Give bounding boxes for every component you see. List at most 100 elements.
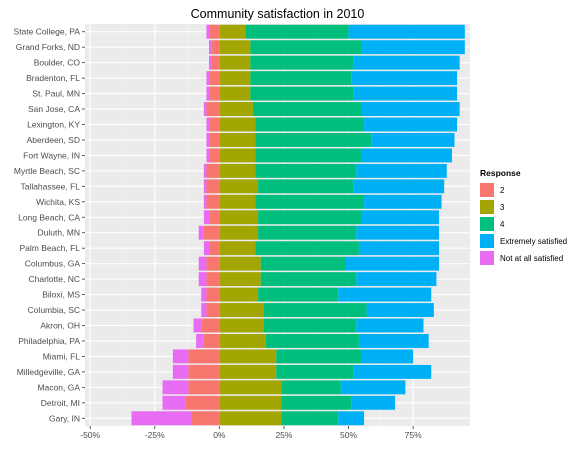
bar-not-at-all-satisfied-gary-in (131, 411, 191, 426)
bar-extremely-satisfied-grand-forks-nd (361, 40, 465, 55)
bar-not-at-all-satisfied-milledgeville-ga (172, 364, 189, 379)
bar-4-state-college-pa (245, 24, 349, 39)
y-tick-label: Wichita, KS (36, 197, 80, 207)
y-tick-label: Fort Wayne, IN (23, 150, 80, 160)
bar-not-at-all-satisfied-wichita-ks (203, 194, 207, 209)
bar-2-lexington-ky (209, 117, 220, 132)
legend-swatch-extremely-satisfied (480, 234, 494, 248)
bar-2-san-jose-ca (206, 102, 220, 116)
bar-2-akron-oh (201, 318, 220, 333)
bar-not-at-all-satisfied-aberdeen-sd (206, 133, 210, 147)
legend-label-3: 3 (500, 203, 505, 212)
bar-3-fort-wayne-in (219, 148, 256, 163)
bar-3-biloxi-ms (219, 287, 259, 302)
bar-3-st-paul-mn (219, 86, 251, 101)
y-tick-label: Macon, GA (37, 382, 80, 392)
bar-4-bradenton-fl (250, 71, 352, 86)
bar-2-aberdeen-sd (209, 133, 220, 147)
y-tick-label: Philadelphia, PA (18, 336, 80, 346)
bar-3-boulder-co (219, 55, 251, 70)
bar-2-state-college-pa (209, 24, 220, 39)
x-tick-label: 75% (405, 430, 422, 440)
bar-4-philadelphia-pa (265, 334, 359, 348)
y-tick-label: Detroit, MI (41, 398, 80, 408)
bar-not-at-all-satisfied-san-jose-ca (203, 102, 207, 116)
bar-not-at-all-satisfied-state-college-pa (206, 24, 210, 39)
y-tick-label: St. Paul, MN (32, 89, 80, 99)
bar-not-at-all-satisfied-boulder-co (209, 55, 212, 70)
x-tick-label: -25% (145, 430, 165, 440)
y-tick-label: Akron, OH (40, 321, 80, 331)
y-tick-label: State College, PA (14, 27, 81, 37)
y-tick-label: Lexington, KY (27, 120, 80, 130)
y-tick-label: Columbia, SC (28, 305, 80, 315)
bar-not-at-all-satisfied-tallahassee-fl (203, 179, 207, 194)
y-tick-label: Bradenton, FL (26, 73, 80, 83)
bar-4-long-beach-ca (258, 210, 362, 225)
bar-extremely-satisfied-fort-wayne-in (361, 148, 452, 163)
bar-3-milledgeville-ga (219, 364, 277, 379)
chart-title: Community satisfaction in 2010 (191, 7, 365, 21)
bar-2-boulder-co (211, 55, 220, 70)
bar-not-at-all-satisfied-biloxi-ms (201, 287, 207, 302)
bar-4-boulder-co (250, 55, 354, 70)
bar-extremely-satisfied-long-beach-ca (361, 210, 439, 225)
legend-title: Response (480, 168, 521, 178)
bar-4-san-jose-ca (252, 102, 362, 116)
bar-extremely-satisfied-akron-oh (356, 318, 424, 333)
bar-extremely-satisfied-biloxi-ms (338, 287, 432, 302)
bar-not-at-all-satisfied-fort-wayne-in (206, 148, 210, 163)
legend-swatch-not-at-all-satisfied (480, 251, 494, 265)
bar-extremely-satisfied-philadelphia-pa (358, 334, 429, 348)
bar-2-milledgeville-ga (188, 364, 220, 379)
bar-4-grand-forks-nd (250, 40, 362, 55)
legend-swatch-4 (480, 217, 494, 231)
legend-label-extremely-satisfied: Extremely satisfied (500, 237, 567, 246)
y-tick-label: Charlotte, NC (29, 274, 81, 284)
bar-4-miami-fl (276, 349, 362, 364)
bar-extremely-satisfied-charlotte-nc (356, 272, 437, 287)
bar-2-palm-beach-fl (209, 241, 220, 256)
bar-4-akron-oh (263, 318, 357, 333)
bar-4-macon-ga (281, 380, 341, 395)
legend-swatch-3 (480, 200, 494, 214)
bar-3-long-beach-ca (219, 210, 259, 225)
bar-extremely-satisfied-columbia-sc (366, 303, 434, 317)
bar-3-duluth-mn (219, 225, 259, 240)
bar-2-columbia-sc (206, 303, 220, 317)
bar-3-columbus-ga (219, 256, 261, 271)
bar-extremely-satisfied-miami-fl (361, 349, 414, 364)
bar-not-at-all-satisfied-detroit-mi (162, 395, 186, 410)
y-tick-label: Duluth, MN (37, 228, 80, 238)
bar-4-palm-beach-fl (255, 241, 359, 256)
bar-not-at-all-satisfied-lexington-ky (206, 117, 210, 132)
bar-2-philadelphia-pa (203, 334, 220, 348)
bar-extremely-satisfied-bradenton-fl (351, 71, 458, 86)
y-tick-label: Tallahassee, FL (20, 181, 80, 191)
x-tick-label: 50% (340, 430, 357, 440)
bar-not-at-all-satisfied-columbia-sc (201, 303, 207, 317)
bar-4-milledgeville-ga (276, 364, 354, 379)
bar-4-lexington-ky (255, 117, 365, 132)
bar-2-gary-in (190, 411, 220, 426)
bar-3-grand-forks-nd (219, 40, 251, 55)
bar-4-charlotte-nc (260, 272, 357, 287)
bar-2-grand-forks-nd (211, 40, 220, 55)
bar-2-miami-fl (188, 349, 220, 364)
bar-extremely-satisfied-lexington-ky (364, 117, 458, 132)
bar-4-myrtle-beach-sc (255, 163, 357, 178)
bar-extremely-satisfied-duluth-mn (356, 225, 439, 240)
bar-extremely-satisfied-macon-ga (340, 380, 406, 395)
bar-3-columbia-sc (219, 303, 264, 317)
bar-2-biloxi-ms (206, 287, 220, 302)
bar-extremely-satisfied-aberdeen-sd (371, 133, 455, 147)
bar-2-long-beach-ca (209, 210, 220, 225)
bar-not-at-all-satisfied-long-beach-ca (203, 210, 210, 225)
bar-3-philadelphia-pa (219, 334, 266, 348)
y-tick-label: Palm Beach, FL (20, 243, 81, 253)
bar-2-columbus-ga (206, 256, 220, 271)
bar-3-miami-fl (219, 349, 277, 364)
bar-not-at-all-satisfied-duluth-mn (198, 225, 204, 240)
bar-extremely-satisfied-milledgeville-ga (353, 364, 432, 379)
